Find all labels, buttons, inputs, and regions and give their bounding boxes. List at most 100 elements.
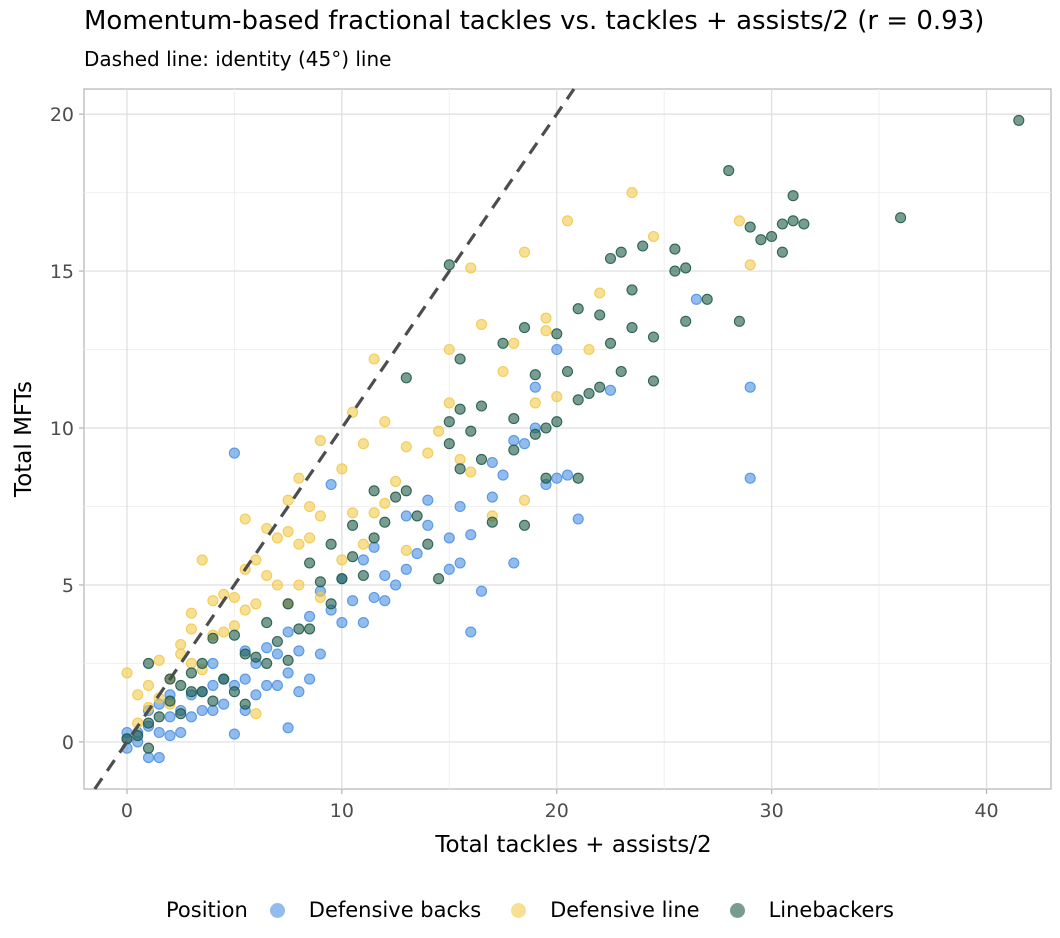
- point-defensive-backs: [465, 529, 477, 541]
- point-defensive-backs: [390, 579, 402, 591]
- identity-line: [93, 88, 576, 790]
- point-defensive-line: [282, 526, 294, 538]
- point-defensive-line: [551, 391, 563, 403]
- point-linebackers: [529, 369, 541, 381]
- legend: Position Defensive backs Defensive line …: [0, 893, 1060, 927]
- point-linebackers: [443, 438, 455, 450]
- point-defensive-backs: [465, 626, 477, 638]
- point-linebackers: [508, 444, 520, 456]
- point-defensive-line: [185, 623, 197, 635]
- point-linebackers: [551, 328, 563, 340]
- point-linebackers: [282, 654, 294, 666]
- point-linebackers: [637, 240, 649, 252]
- y-axis-title: Total MFTs: [11, 381, 37, 498]
- point-defensive-backs: [400, 563, 412, 575]
- point-linebackers: [250, 651, 262, 663]
- point-linebackers: [615, 365, 627, 378]
- point-defensive-backs: [164, 711, 176, 723]
- point-linebackers: [701, 293, 713, 305]
- point-defensive-backs: [314, 648, 326, 660]
- legend-item-defensive-backs: Defensive backs: [269, 898, 482, 922]
- point-defensive-line: [336, 463, 348, 475]
- point-defensive-line: [357, 538, 369, 550]
- point-defensive-backs: [336, 617, 348, 629]
- point-defensive-line: [293, 579, 305, 591]
- point-defensive-backs: [443, 563, 455, 575]
- point-linebackers: [572, 394, 584, 406]
- point-defensive-line: [400, 441, 412, 453]
- point-defensive-line: [142, 679, 155, 691]
- point-defensive-line: [185, 607, 197, 619]
- point-linebackers: [228, 686, 240, 698]
- point-defensive-line: [379, 497, 391, 509]
- point-defensive-backs: [271, 648, 283, 660]
- point-linebackers: [604, 337, 617, 349]
- point-defensive-backs: [411, 548, 423, 560]
- point-linebackers: [454, 403, 466, 415]
- point-defensive-backs: [153, 726, 165, 739]
- point-defensive-line: [443, 343, 455, 356]
- point-defensive-backs: [261, 679, 273, 691]
- point-linebackers: [357, 569, 369, 582]
- point-linebackers: [647, 331, 660, 343]
- point-linebackers: [314, 576, 326, 588]
- point-defensive-backs: [518, 438, 531, 450]
- point-defensive-backs: [572, 513, 584, 525]
- point-linebackers: [486, 516, 498, 528]
- point-defensive-backs: [357, 554, 369, 566]
- point-defensive-line: [282, 494, 294, 506]
- point-defensive-line: [400, 544, 412, 556]
- point-linebackers: [422, 538, 434, 550]
- point-linebackers: [185, 667, 197, 679]
- point-defensive-line: [175, 639, 187, 651]
- point-linebackers: [228, 629, 240, 641]
- point-defensive-backs: [508, 435, 520, 447]
- point-linebackers: [572, 303, 584, 315]
- legend-label: Defensive backs: [308, 898, 482, 922]
- point-linebackers: [400, 372, 412, 384]
- point-defensive-backs: [497, 469, 509, 481]
- point-defensive-line: [228, 591, 240, 604]
- point-linebackers: [261, 657, 273, 669]
- point-defensive-line: [357, 438, 369, 450]
- point-linebackers: [454, 353, 466, 365]
- point-defensive-backs: [379, 569, 391, 582]
- point-defensive-backs: [486, 491, 498, 503]
- legend-key-defensive-backs: [269, 902, 285, 918]
- point-defensive-line: [250, 708, 262, 720]
- point-linebackers: [583, 387, 595, 400]
- point-defensive-line: [368, 507, 380, 519]
- point-linebackers: [1013, 114, 1025, 126]
- y-tick-label: 15: [50, 261, 74, 283]
- point-linebackers: [733, 315, 745, 327]
- point-defensive-backs: [304, 673, 316, 685]
- point-defensive-backs: [282, 626, 294, 638]
- point-linebackers: [142, 657, 155, 669]
- point-defensive-line: [529, 397, 541, 409]
- legend-item-defensive-line: Defensive line: [511, 898, 700, 922]
- point-defensive-backs: [207, 704, 219, 717]
- point-defensive-backs: [228, 728, 240, 740]
- point-defensive-backs: [443, 532, 455, 544]
- point-linebackers: [540, 472, 552, 484]
- point-defensive-backs: [454, 500, 466, 513]
- point-linebackers: [239, 698, 251, 710]
- point-linebackers: [304, 557, 316, 569]
- point-linebackers: [185, 686, 197, 698]
- point-linebackers: [304, 623, 316, 635]
- point-linebackers: [411, 510, 423, 522]
- point-linebackers: [465, 425, 477, 437]
- point-defensive-backs: [218, 698, 230, 710]
- point-defensive-line: [443, 397, 455, 409]
- scatter-chart: 0 10 20 30 40 0 5 10 15 20 Total tackles + assist…: [11, 88, 1052, 858]
- point-defensive-backs: [207, 679, 219, 691]
- point-defensive-line: [422, 447, 434, 459]
- point-linebackers: [443, 416, 455, 428]
- point-linebackers: [239, 648, 251, 660]
- point-defensive-backs: [368, 541, 380, 553]
- point-linebackers: [164, 695, 176, 707]
- point-defensive-backs: [551, 472, 563, 484]
- y-tick-label: 10: [50, 418, 74, 440]
- plot-panel: [83, 88, 1052, 790]
- point-linebackers: [142, 742, 155, 754]
